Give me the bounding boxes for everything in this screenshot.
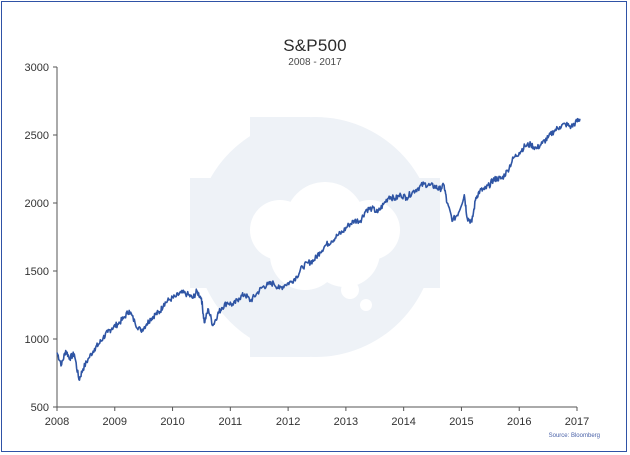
x-tick-label: 2010 (160, 416, 184, 428)
y-tick-label: 2000 (25, 198, 49, 210)
x-tick-label: 2012 (276, 416, 300, 428)
y-tick-label: 3000 (25, 62, 49, 74)
x-tick-label: 2014 (391, 416, 415, 428)
chart-subtitle: 2008 - 2017 (288, 57, 342, 68)
y-tick-label: 1000 (25, 334, 49, 346)
x-tick-label: 2016 (507, 416, 531, 428)
gear-watermark-icon (190, 117, 440, 357)
sp500-series-line (56, 117, 581, 381)
x-tick-label: 2015 (449, 416, 473, 428)
x-tick-label: 2013 (334, 416, 358, 428)
y-tick-label: 2500 (25, 130, 49, 142)
chart-title: S&P500 (283, 36, 347, 55)
y-tick-label: 500 (31, 402, 49, 414)
x-tick-label: 2017 (565, 416, 589, 428)
x-tick-label: 2011 (219, 416, 243, 428)
x-tick-label: 2008 (45, 416, 69, 428)
x-tick-label: 2009 (103, 416, 127, 428)
y-tick-label: 1500 (25, 266, 49, 278)
chart-source: Source: Bloomberg (548, 433, 600, 439)
